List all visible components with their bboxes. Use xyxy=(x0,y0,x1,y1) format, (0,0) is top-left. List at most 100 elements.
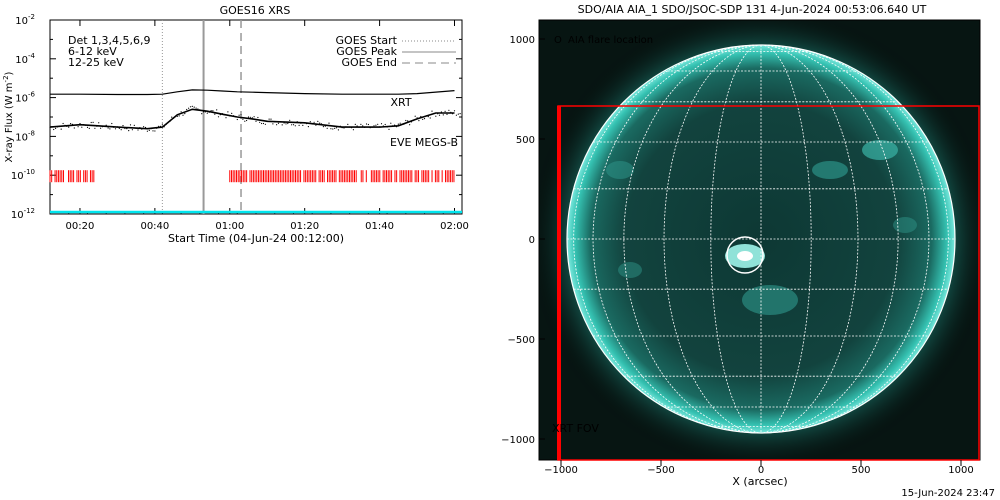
longitude-line xyxy=(663,44,762,434)
y-tick-label: 10-12 xyxy=(11,207,35,221)
short-channel-sample xyxy=(240,114,242,116)
short-channel-sample xyxy=(255,120,257,122)
short-channel-sample xyxy=(298,124,300,126)
short-channel-sample xyxy=(388,128,390,130)
short-channel-sample xyxy=(137,129,139,131)
short-channel-sample xyxy=(354,123,356,125)
y-tick-exponent: -6 xyxy=(28,91,36,99)
short-channel-sample xyxy=(150,128,152,130)
short-channel-sample xyxy=(401,123,403,125)
short-channel-sample xyxy=(407,120,409,122)
aia-image-panel: SDO/AIA AIA_1 SDO/JSOC-SDP 131 4-Jun-202… xyxy=(501,3,995,499)
short-channel-sample xyxy=(219,114,221,116)
short-channel-sample xyxy=(251,117,253,119)
longitude-line xyxy=(760,44,949,434)
y-tick-exponent: -10 xyxy=(24,168,35,176)
short-channel-sample xyxy=(358,126,360,128)
short-channel-sample xyxy=(253,116,255,118)
short-channel-sample xyxy=(306,123,308,125)
short-channel-sample xyxy=(77,126,79,128)
short-channel-sample xyxy=(86,126,89,128)
aia-legend-text: AIA flare location xyxy=(568,35,653,46)
short-channel-sample xyxy=(296,121,298,123)
short-channel-sample xyxy=(386,126,388,128)
short-channel-sample xyxy=(204,111,206,113)
short-channel-sample xyxy=(56,126,59,128)
short-channel-sample xyxy=(173,117,175,119)
short-channel-sample xyxy=(216,109,218,111)
y-tick-label: 10-10 xyxy=(11,168,35,182)
short-channel-sample xyxy=(70,123,72,125)
short-channel-sample xyxy=(159,125,162,127)
short-channel-sample xyxy=(238,114,240,116)
short-channel-sample xyxy=(191,105,193,107)
short-channel-sample xyxy=(352,129,354,131)
short-channel-sample xyxy=(315,124,317,126)
short-channel-sample xyxy=(277,122,280,124)
short-channel-sample xyxy=(270,118,272,120)
short-channel-sample xyxy=(223,114,225,116)
aia-title: SDO/AIA AIA_1 SDO/JSOC-SDP 131 4-Jun-202… xyxy=(578,3,927,16)
short-channel-sample xyxy=(66,125,68,127)
short-channel-sample xyxy=(276,124,278,126)
short-channel-sample xyxy=(85,124,87,126)
short-channel-sample xyxy=(51,126,53,128)
short-channel-sample xyxy=(88,127,90,129)
aia-y-tick-label: −1000 xyxy=(501,435,535,446)
short-channel-sample xyxy=(403,123,405,125)
xrt-fov-label: XRT FOV xyxy=(552,422,599,435)
short-channel-sample xyxy=(437,113,439,115)
short-channel-sample xyxy=(212,110,214,112)
short-channel-sample xyxy=(337,129,339,131)
short-channel-sample xyxy=(161,123,163,125)
aia-image xyxy=(539,20,980,460)
short-channel-sample xyxy=(58,125,61,127)
short-channel-sample xyxy=(322,126,324,128)
x-tick-label: 00:40 xyxy=(140,221,169,232)
short-channel-sample xyxy=(139,127,141,129)
short-channel-sample xyxy=(154,130,156,132)
goes-ylabel-close: ) xyxy=(4,71,15,75)
short-channel-sample xyxy=(100,127,102,129)
short-channel-sample xyxy=(420,115,422,118)
short-channel-sample xyxy=(169,120,171,122)
y-tick-label: 10-8 xyxy=(15,129,35,143)
short-channel-sample xyxy=(394,124,396,126)
short-channel-sample xyxy=(392,125,394,127)
short-channel-sample xyxy=(429,117,431,119)
short-channel-sample xyxy=(412,119,414,122)
goes-long-channel-line xyxy=(50,89,455,96)
short-channel-sample xyxy=(105,124,107,126)
short-channel-sample xyxy=(369,127,371,129)
short-channel-sample xyxy=(382,125,384,127)
legend-goes-end: GOES End xyxy=(341,56,397,69)
limb-outline xyxy=(566,44,956,434)
aia-flare-location-marker xyxy=(726,236,764,274)
short-channel-sample xyxy=(122,125,124,127)
short-channel-sample xyxy=(307,126,309,128)
short-channel-sample xyxy=(450,111,452,113)
y-tick-exponent: -12 xyxy=(24,207,35,215)
short-channel-sample xyxy=(184,113,186,115)
short-channel-sample xyxy=(167,121,169,124)
short-channel-sample xyxy=(414,115,416,117)
short-channel-sample xyxy=(158,125,160,127)
short-channel-sample xyxy=(114,128,117,130)
short-channel-sample xyxy=(229,115,231,117)
aia-x-tick-label: 1000 xyxy=(948,465,973,476)
short-channel-sample xyxy=(197,108,199,110)
short-channel-sample xyxy=(289,119,291,121)
short-channel-sample xyxy=(457,113,459,115)
legend-12-25kev: 12-25 keV xyxy=(68,56,124,69)
short-channel-sample xyxy=(186,108,188,111)
short-channel-sample xyxy=(285,123,287,125)
short-channel-sample xyxy=(55,127,57,129)
x-tick-label: 02:00 xyxy=(440,221,469,232)
short-channel-sample xyxy=(380,123,383,125)
short-channel-sample xyxy=(246,119,248,122)
short-channel-sample xyxy=(384,123,386,126)
short-channel-sample xyxy=(75,124,77,126)
x-tick-label: 01:40 xyxy=(365,221,394,232)
short-channel-sample xyxy=(249,116,251,118)
short-channel-sample xyxy=(236,118,238,121)
